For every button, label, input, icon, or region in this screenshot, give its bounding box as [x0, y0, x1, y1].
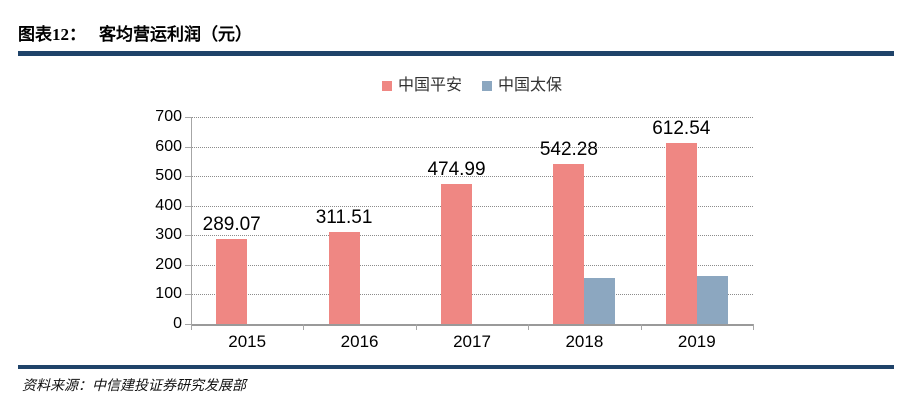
bar-中国平安-2019	[665, 142, 697, 324]
legend-item-中国平安: 中国平安	[381, 77, 462, 94]
x-axis-category-2017: 2017	[453, 332, 491, 351]
figure-title: 图表12： 客均营运利润（元）	[18, 20, 252, 45]
y-axis-label: 500	[155, 167, 182, 185]
data-label-中国平安-2019: 612.54	[652, 117, 711, 139]
bar-中国平安-2016	[328, 231, 360, 324]
x-axis-tick	[528, 324, 530, 330]
footer-divider-rule	[18, 365, 894, 369]
gridline-200	[191, 264, 753, 266]
figure-title-text: 客均营运利润（元）	[99, 25, 252, 44]
figure-number: 图表12：	[18, 25, 86, 44]
gridline-400	[191, 205, 753, 207]
legend-label: 中国太保	[498, 77, 563, 94]
x-axis-tick	[303, 324, 305, 330]
y-axis-label: 0	[173, 315, 182, 332]
data-label-中国平安-2016: 311.51	[315, 206, 373, 228]
data-label-中国平安-2017: 474.99	[427, 158, 486, 180]
gridline-300	[191, 235, 753, 237]
y-axis-tick	[185, 176, 192, 178]
x-axis-category-2019: 2019	[677, 332, 716, 351]
bar-中国平安-2018	[553, 163, 585, 324]
data-label-中国平安-2015: 289.07	[202, 213, 261, 235]
x-axis-tick	[415, 324, 417, 330]
y-axis-label: 200	[155, 255, 182, 273]
x-axis	[191, 324, 754, 326]
legend-item-中国太保: 中国太保	[482, 78, 562, 94]
x-axis-tick	[191, 324, 192, 330]
y-axis-label: 100	[155, 285, 182, 303]
gridline-500	[191, 176, 753, 178]
y-axis-label: 600	[155, 137, 182, 155]
y-axis	[191, 117, 192, 324]
y-axis-tick	[185, 117, 192, 118]
x-axis-category-2016: 2016	[340, 332, 379, 351]
chart-legend: 中国平安 中国太保	[191, 76, 753, 96]
y-axis-tick	[185, 146, 192, 148]
bar-中国平安-2017	[441, 183, 472, 324]
title-divider-rule	[18, 51, 894, 56]
gridline-700	[191, 117, 753, 118]
bar-中国太保-2018	[584, 277, 616, 324]
y-axis-label: 700	[155, 108, 182, 125]
y-axis-tick	[185, 294, 192, 296]
y-axis-label: 300	[155, 226, 182, 244]
y-axis-tick	[185, 264, 192, 266]
x-axis-tick	[753, 324, 754, 330]
legend-label: 中国平安	[397, 77, 462, 94]
gridline-100	[191, 294, 753, 296]
source-note: 资料来源：中信建投证券研究发展部	[22, 379, 246, 394]
y-axis-tick	[185, 235, 192, 237]
x-axis-tick	[640, 324, 642, 330]
legend-swatch-icon	[482, 81, 492, 91]
gridline-600	[191, 146, 753, 148]
bar-中国平安-2015	[216, 238, 248, 324]
bar-中国太保-2019	[696, 276, 728, 324]
y-axis-label: 400	[155, 196, 182, 214]
y-axis-tick	[185, 324, 192, 325]
x-axis-category-2015: 2015	[228, 332, 267, 351]
y-axis-tick	[185, 205, 192, 207]
data-label-中国平安-2018: 542.28	[539, 138, 598, 160]
x-axis-category-2018: 2018	[565, 332, 604, 351]
legend-swatch-icon	[381, 81, 392, 91]
